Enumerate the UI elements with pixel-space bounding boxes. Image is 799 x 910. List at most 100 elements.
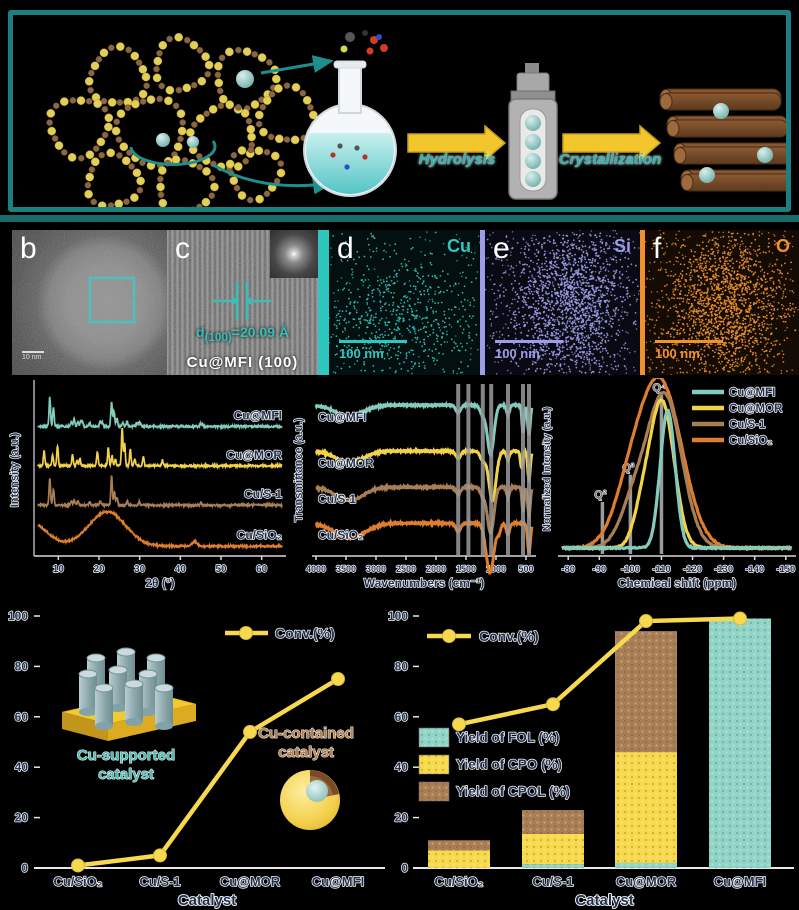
xrd-chart: 10 20 30 40 50 60 2θ (°) Intensity (a.u.) Cu@MFI… bbox=[6, 378, 292, 600]
svg-text:Cu@MFI: Cu@MFI bbox=[714, 874, 766, 889]
zeolite-framework-graphic bbox=[46, 32, 334, 207]
svg-text:Conv.(%): Conv.(%) bbox=[275, 625, 335, 641]
scalebar: 100 nm bbox=[339, 340, 407, 361]
svg-text:20: 20 bbox=[15, 811, 29, 825]
crystallization-label: Crystallization bbox=[558, 151, 662, 168]
process-arrow bbox=[407, 124, 507, 162]
svg-text:4000: 4000 bbox=[306, 564, 326, 574]
ftir-trace-2 bbox=[315, 482, 534, 536]
nmr-trace-0 bbox=[560, 408, 792, 552]
conv-line bbox=[458, 616, 741, 727]
svg-text:Cu/S-1: Cu/S-1 bbox=[532, 874, 573, 889]
lattice-measure-glyph bbox=[213, 282, 271, 320]
svg-text:catalyst: catalyst bbox=[278, 744, 334, 761]
tem-panel-b: b 10 nm bbox=[12, 230, 167, 375]
ftir-trace-1 bbox=[314, 446, 534, 504]
yield-bar-chart: 0 20 40 60 80 100 Cu/SiO₂ Cu/S-1 Cu@MOR Cu@MFI Cat… bbox=[385, 600, 799, 910]
scalebar-line bbox=[655, 340, 723, 343]
svg-text:50: 50 bbox=[215, 564, 227, 575]
fft-inset bbox=[270, 230, 318, 278]
scalebar-line bbox=[495, 340, 563, 343]
svg-text:100: 100 bbox=[8, 609, 28, 623]
cu-supported-catalyst-graphic bbox=[61, 647, 197, 741]
svg-text:Cu@MFI: Cu@MFI bbox=[318, 410, 366, 424]
svg-text:30: 30 bbox=[134, 564, 146, 575]
svg-text:1000: 1000 bbox=[486, 564, 506, 574]
svg-text:-140: -140 bbox=[745, 564, 764, 575]
svg-text:-110: -110 bbox=[652, 564, 671, 575]
element-label-o: O bbox=[775, 236, 790, 256]
svg-text:Q²: Q² bbox=[594, 489, 607, 501]
panel-d-letter: d bbox=[337, 232, 354, 265]
svg-text:60: 60 bbox=[256, 564, 268, 575]
scalebar-text: 10 nm bbox=[22, 354, 42, 361]
svg-text:2500: 2500 bbox=[396, 564, 416, 574]
svg-text:1500: 1500 bbox=[456, 564, 476, 574]
svg-text:60: 60 bbox=[395, 710, 409, 724]
svg-text:40: 40 bbox=[15, 760, 29, 774]
svg-text:Normalized Intensity (a.u.): Normalized Intensity (a.u.) bbox=[542, 407, 553, 531]
eds-panel-o: f O 100 nm bbox=[640, 230, 799, 375]
svg-text:Wavenumbers (cm⁻¹): Wavenumbers (cm⁻¹) bbox=[364, 576, 485, 590]
svg-text:Cu-contained: Cu-contained bbox=[258, 725, 354, 742]
si-map-dots bbox=[485, 230, 640, 375]
svg-text:60: 60 bbox=[15, 710, 29, 724]
svg-text:-130: -130 bbox=[714, 564, 733, 575]
cu-map-dots bbox=[329, 231, 480, 375]
conv-line bbox=[77, 677, 340, 868]
nmr-chart: -80 -90 -100 -110 -120 -130 -140 -150 Chemical s… bbox=[540, 378, 799, 600]
scalebar-text: 100 nm bbox=[655, 346, 700, 361]
svg-text:Cu@MOR: Cu@MOR bbox=[220, 874, 281, 889]
svg-text:100: 100 bbox=[388, 609, 408, 623]
svg-text:Catalyst: Catalyst bbox=[178, 892, 236, 909]
svg-text:Cu@MFI: Cu@MFI bbox=[234, 408, 282, 422]
scalebar-line bbox=[22, 351, 44, 353]
svg-text:Cu@MOR: Cu@MOR bbox=[226, 448, 282, 462]
zeolite-rods-graphic bbox=[659, 88, 786, 192]
synthesis-scheme-graphic bbox=[46, 30, 786, 207]
svg-text:Yield of CPO (%): Yield of CPO (%) bbox=[456, 757, 562, 772]
autoclave-graphic bbox=[508, 63, 558, 200]
svg-text:Cu@MOR: Cu@MOR bbox=[318, 456, 374, 470]
svg-text:Cu/SiO₂: Cu/SiO₂ bbox=[434, 874, 483, 889]
svg-text:0: 0 bbox=[401, 861, 408, 875]
svg-text:Cu/SiO₂: Cu/SiO₂ bbox=[237, 528, 282, 542]
scalebar: 100 nm bbox=[655, 340, 723, 361]
svg-text:Cu/SiO₂: Cu/SiO₂ bbox=[53, 874, 102, 889]
scalebar-line bbox=[339, 340, 407, 343]
svg-text:Catalyst: Catalyst bbox=[575, 892, 633, 909]
svg-text:-80: -80 bbox=[561, 564, 575, 575]
conversion-line-chart: 0 20 40 60 80 100 Cu/SiO₂ Cu/S-1 Cu@MOR Cu@MFI Cat… bbox=[0, 600, 400, 910]
svg-text:-90: -90 bbox=[592, 564, 606, 575]
svg-text:2θ (°): 2θ (°) bbox=[145, 576, 174, 590]
svg-text:Cu/SiO₂: Cu/SiO₂ bbox=[318, 528, 363, 542]
element-label-cu: Cu bbox=[447, 236, 471, 256]
svg-text:500: 500 bbox=[518, 564, 533, 574]
panel-divider bbox=[318, 230, 324, 375]
svg-text:40: 40 bbox=[395, 760, 409, 774]
svg-text:2000: 2000 bbox=[426, 564, 446, 574]
svg-text:80: 80 bbox=[395, 659, 409, 673]
svg-text:Intensity (a.u.): Intensity (a.u.) bbox=[9, 432, 21, 507]
synthesis-scheme-panel: Hydrolysis Crystallization bbox=[8, 10, 791, 212]
hydrolysis-label: Hydrolysis bbox=[418, 151, 496, 168]
svg-text:Cu/SiO₂: Cu/SiO₂ bbox=[729, 435, 772, 447]
svg-text:Cu-supported: Cu-supported bbox=[77, 747, 175, 764]
svg-text:0: 0 bbox=[21, 861, 28, 875]
cu-contained-catalyst-graphic bbox=[280, 770, 340, 830]
panel-e-letter: e bbox=[493, 232, 510, 265]
svg-text:10: 10 bbox=[53, 564, 65, 575]
svg-text:80: 80 bbox=[15, 659, 29, 673]
scalebar-text: 100 nm bbox=[495, 346, 540, 361]
svg-text:catalyst: catalyst bbox=[98, 766, 154, 783]
panel-f-letter: f bbox=[653, 232, 662, 265]
svg-text:Transmittance (a.u.): Transmittance (a.u.) bbox=[293, 418, 305, 522]
ftir-trace-0 bbox=[314, 400, 534, 458]
svg-text:Cu/S-1: Cu/S-1 bbox=[318, 492, 356, 506]
svg-text:-120: -120 bbox=[683, 564, 702, 575]
svg-text:Chemical shift (ppm): Chemical shift (ppm) bbox=[618, 576, 737, 590]
roi-box bbox=[88, 276, 136, 324]
eds-panel-si: e Si 100 nm bbox=[480, 230, 640, 375]
svg-text:Cu@MFI: Cu@MFI bbox=[729, 387, 775, 399]
